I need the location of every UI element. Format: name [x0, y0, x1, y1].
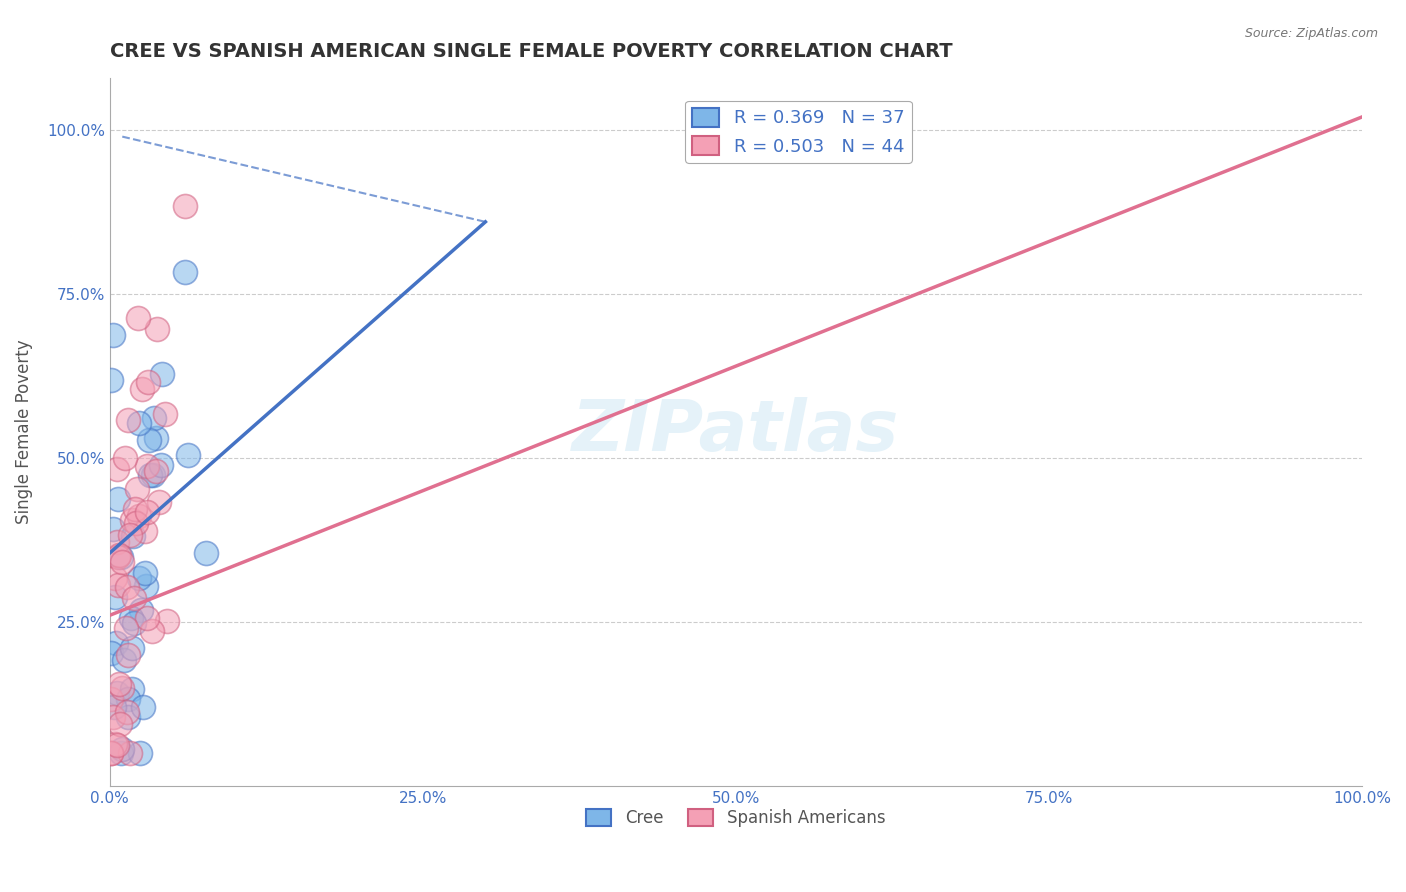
Point	[128, 417, 150, 431]
Point	[115, 580, 138, 594]
Point	[135, 579, 157, 593]
Point	[143, 410, 166, 425]
Point	[125, 482, 148, 496]
Point	[117, 413, 139, 427]
Point	[114, 451, 136, 466]
Point	[149, 458, 172, 473]
Point	[127, 311, 149, 326]
Point	[110, 550, 132, 565]
Point	[129, 603, 152, 617]
Point	[121, 681, 143, 696]
Point	[148, 495, 170, 509]
Point	[101, 327, 124, 342]
Point	[120, 610, 142, 624]
Point	[134, 566, 156, 580]
Point	[108, 677, 131, 691]
Point	[117, 691, 139, 706]
Point	[112, 653, 135, 667]
Point	[107, 491, 129, 506]
Point	[141, 624, 163, 638]
Point	[131, 700, 153, 714]
Point	[111, 741, 134, 756]
Point	[120, 746, 142, 760]
Point	[150, 367, 173, 381]
Point	[104, 636, 127, 650]
Point	[105, 686, 128, 700]
Point	[105, 462, 128, 476]
Point	[111, 555, 134, 569]
Point	[124, 502, 146, 516]
Point	[115, 621, 138, 635]
Point	[134, 524, 156, 538]
Point	[128, 746, 150, 760]
Point	[100, 373, 122, 387]
Point	[142, 467, 165, 482]
Point	[104, 737, 127, 751]
Point	[100, 646, 122, 660]
Point	[125, 516, 148, 531]
Point	[128, 571, 150, 585]
Point	[121, 529, 143, 543]
Y-axis label: Single Female Poverty: Single Female Poverty	[15, 339, 32, 524]
Point	[194, 546, 217, 560]
Point	[108, 717, 131, 731]
Point	[136, 375, 159, 389]
Text: CREE VS SPANISH AMERICAN SINGLE FEMALE POVERTY CORRELATION CHART: CREE VS SPANISH AMERICAN SINGLE FEMALE P…	[110, 42, 952, 61]
Point	[145, 464, 167, 478]
Point	[108, 549, 131, 563]
Point	[100, 692, 122, 706]
Point	[121, 513, 143, 527]
Point	[155, 407, 177, 421]
Point	[120, 528, 142, 542]
Text: Source: ZipAtlas.com: Source: ZipAtlas.com	[1244, 27, 1378, 40]
Point	[131, 382, 153, 396]
Point	[138, 433, 160, 447]
Point	[145, 431, 167, 445]
Point	[100, 746, 122, 760]
Point	[117, 710, 139, 724]
Point	[105, 535, 128, 549]
Point	[124, 591, 146, 605]
Point	[110, 746, 132, 760]
Point	[103, 591, 125, 605]
Point	[101, 709, 124, 723]
Point	[173, 199, 195, 213]
Point	[107, 738, 129, 752]
Point	[135, 505, 157, 519]
Point	[139, 468, 162, 483]
Point	[100, 746, 122, 760]
Point	[111, 681, 134, 695]
Point	[101, 522, 124, 536]
Point	[117, 648, 139, 662]
Point	[177, 448, 200, 462]
Legend: Cree, Spanish Americans: Cree, Spanish Americans	[579, 803, 891, 834]
Point	[107, 578, 129, 592]
Point	[122, 616, 145, 631]
Point	[173, 265, 195, 279]
Point	[104, 571, 127, 585]
Point	[146, 322, 169, 336]
Point	[107, 550, 129, 565]
Text: ZIPatlas: ZIPatlas	[572, 397, 900, 467]
Point	[103, 700, 125, 714]
Point	[136, 458, 159, 473]
Point	[115, 705, 138, 719]
Point	[128, 508, 150, 523]
Point	[121, 641, 143, 656]
Point	[156, 614, 179, 628]
Point	[135, 610, 157, 624]
